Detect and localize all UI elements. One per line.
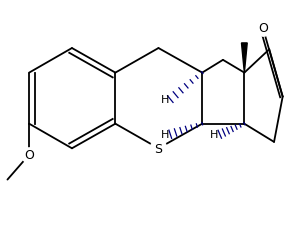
Text: H: H bbox=[161, 95, 169, 105]
Text: H: H bbox=[210, 130, 218, 140]
Text: O: O bbox=[258, 22, 268, 35]
Text: O: O bbox=[24, 148, 34, 161]
Text: S: S bbox=[154, 142, 163, 155]
Polygon shape bbox=[241, 44, 247, 73]
Text: H: H bbox=[161, 130, 169, 140]
